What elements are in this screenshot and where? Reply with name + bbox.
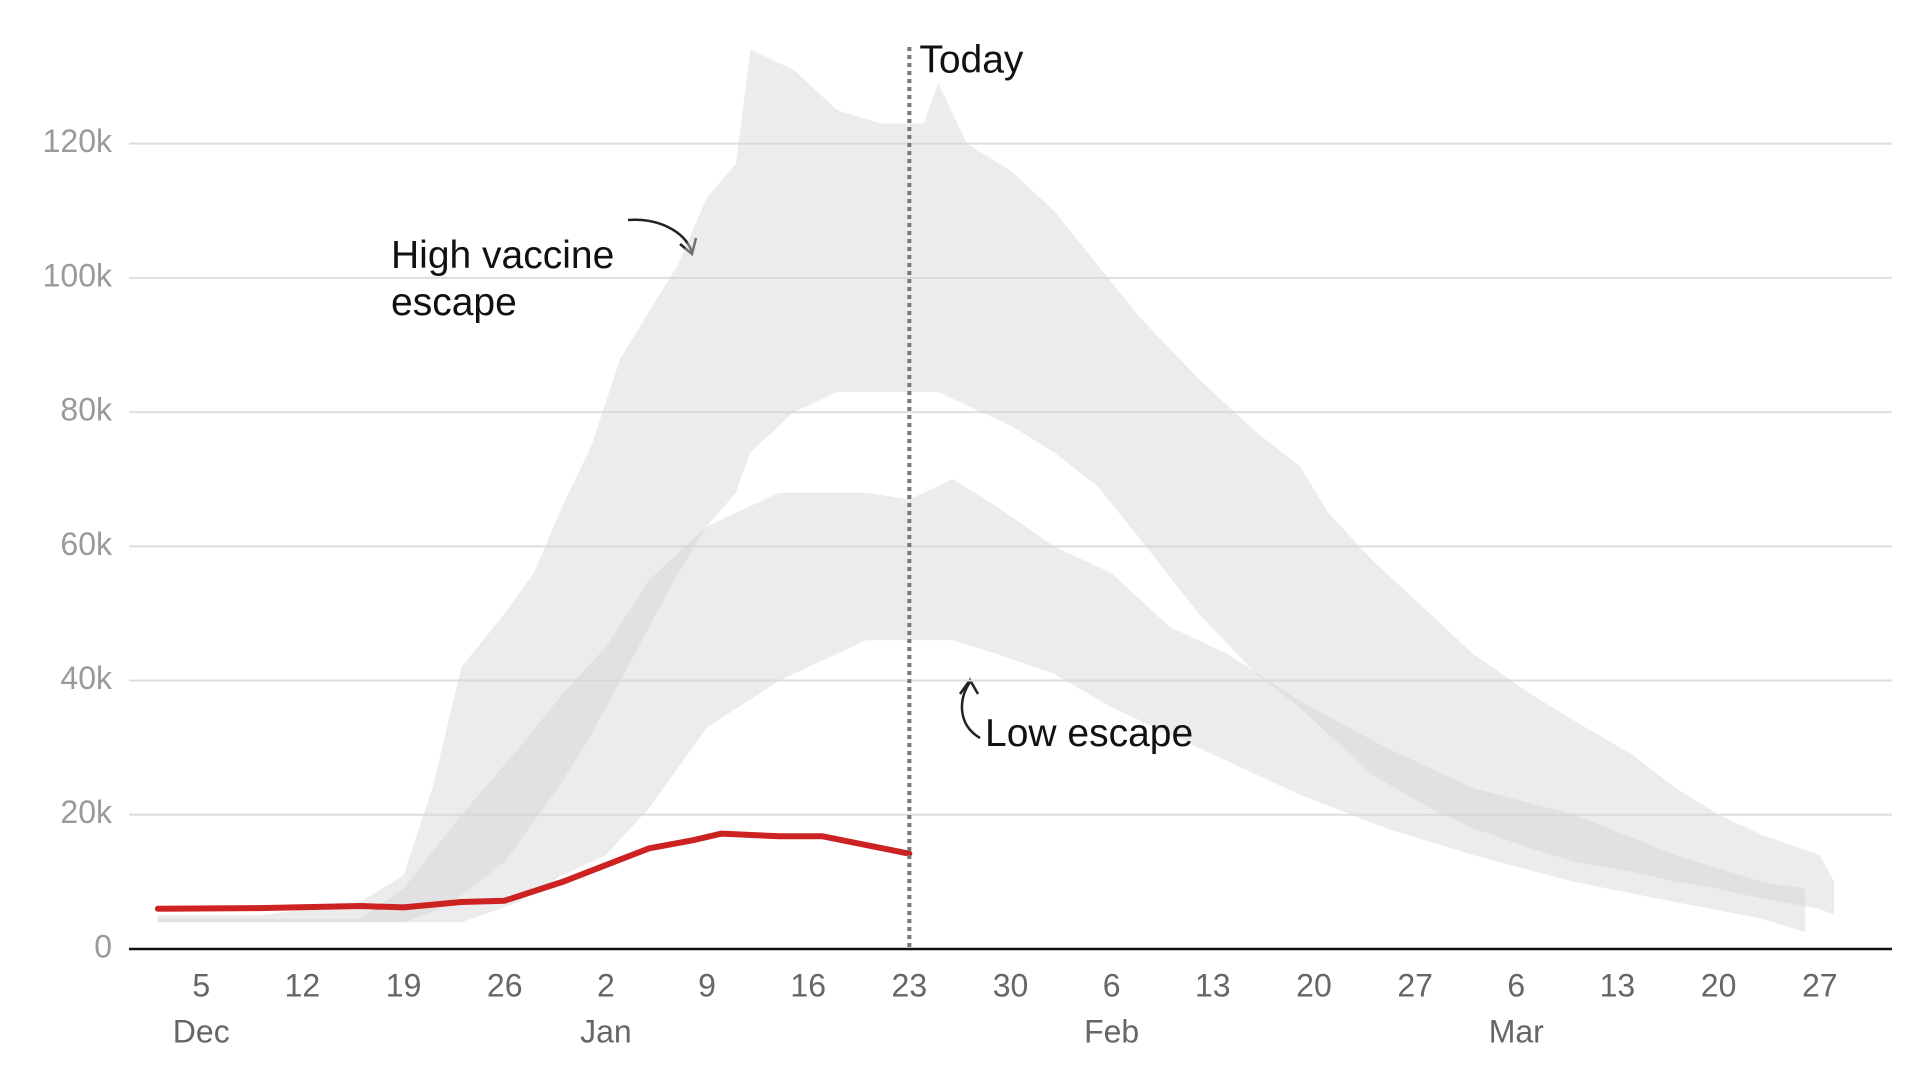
- x-tick-label: 16: [790, 967, 826, 1003]
- y-tick-label: 40k: [60, 660, 113, 696]
- x-tick-label: 27: [1802, 967, 1838, 1003]
- annotation-arrow: [627, 218, 698, 257]
- today-label: Today: [919, 38, 1024, 81]
- x-month-label: Mar: [1489, 1013, 1544, 1049]
- y-tick-label: 20k: [60, 794, 113, 830]
- x-tick-label: 27: [1397, 967, 1433, 1003]
- y-tick-label: 80k: [60, 392, 113, 428]
- y-tick-label: 60k: [60, 526, 113, 562]
- high-escape-label: High vaccine escape: [391, 234, 615, 324]
- x-tick-label: 13: [1195, 967, 1231, 1003]
- band: [157, 479, 1806, 933]
- x-tick-label: 19: [386, 967, 422, 1003]
- y-tick-label: 0: [94, 928, 112, 964]
- y-tick-label: 100k: [43, 257, 113, 293]
- x-month-label: Dec: [173, 1013, 230, 1049]
- x-tick-label: 20: [1701, 967, 1737, 1003]
- line: [154, 830, 913, 912]
- x-tick-label: 13: [1600, 967, 1636, 1003]
- low-escape-label: Low escape: [985, 712, 1194, 755]
- x-tick-label: 30: [993, 967, 1029, 1003]
- annotation-arrow: [958, 677, 981, 740]
- x-tick-label: 5: [192, 967, 210, 1003]
- x-tick-label: 9: [698, 967, 716, 1003]
- x-tick-label: 6: [1507, 967, 1525, 1003]
- x-month-label: Jan: [580, 1013, 632, 1049]
- x-tick-label: 6: [1103, 967, 1121, 1003]
- x-tick-label: 26: [487, 967, 523, 1003]
- band: [157, 49, 1835, 923]
- y-tick-label: 120k: [43, 123, 113, 159]
- x-month-label: Feb: [1084, 1013, 1139, 1049]
- x-tick-label: 23: [892, 967, 928, 1003]
- x-tick-label: 12: [285, 967, 321, 1003]
- x-tick-label: 2: [597, 967, 615, 1003]
- x-tick-label: 20: [1296, 967, 1332, 1003]
